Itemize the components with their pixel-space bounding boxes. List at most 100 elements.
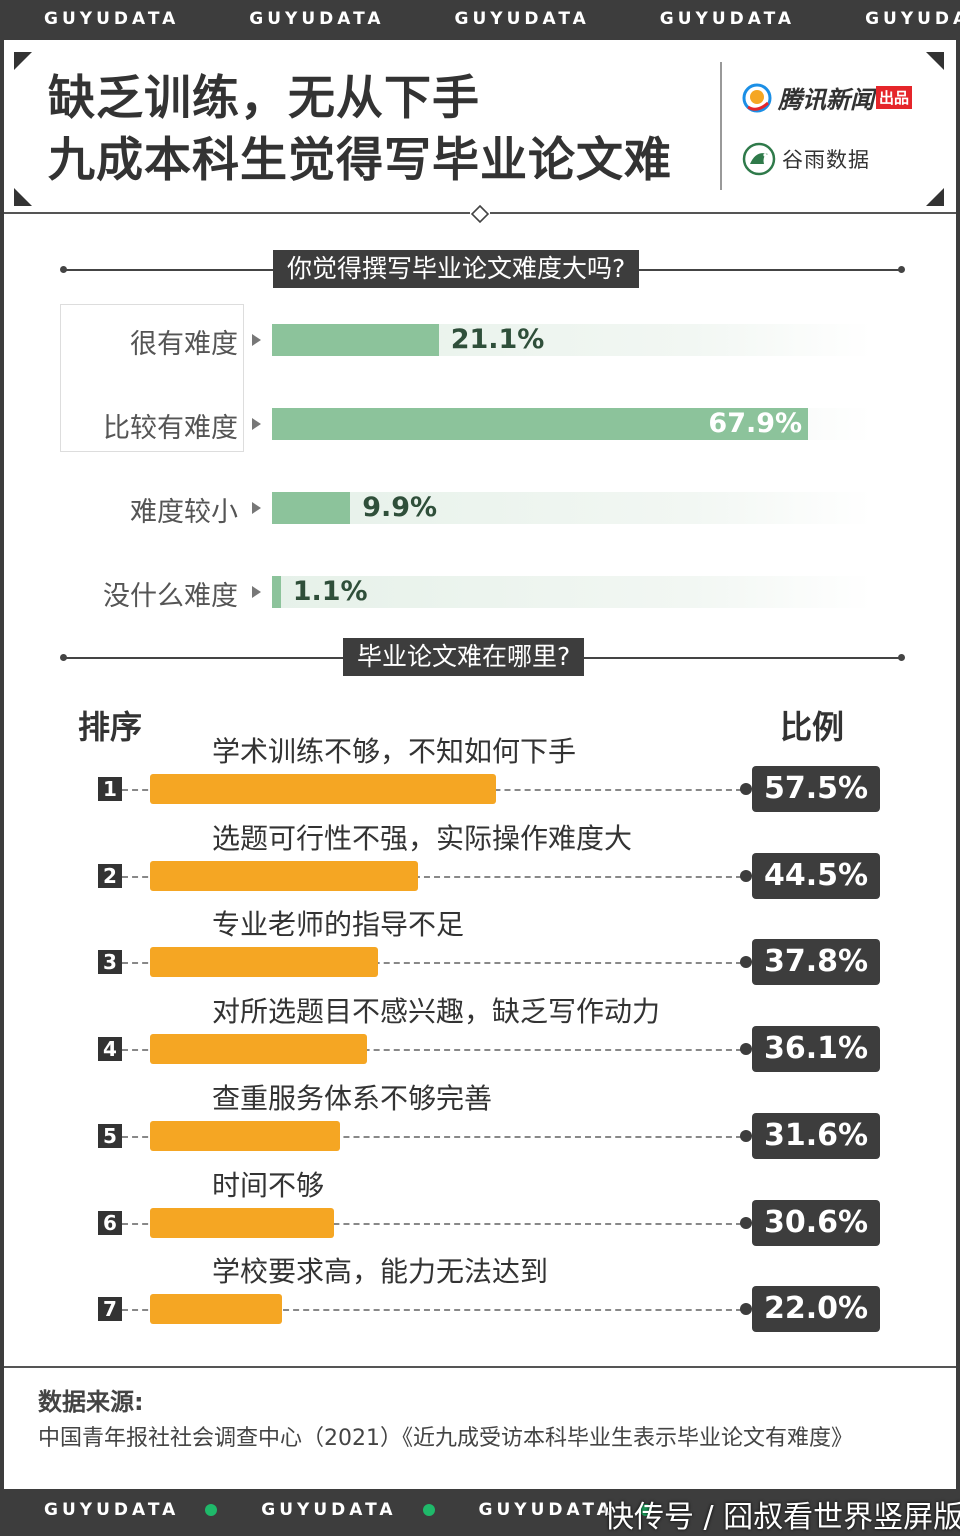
banner-word: GUYUDATA <box>659 9 796 29</box>
value-pill: 30.6% <box>752 1199 880 1246</box>
leader-line <box>122 962 742 965</box>
reason-label: 专业老师的指导不足 <box>212 908 465 942</box>
data-label: 67.9% <box>708 408 803 439</box>
page-title: 缺乏训练，无从下手 九成本科生觉得写毕业论文难 <box>48 68 672 192</box>
title-line-1: 缺乏训练，无从下手 <box>48 71 480 126</box>
category-label: 没什么难度 <box>103 581 238 612</box>
banner-dot-icon <box>422 1504 435 1516</box>
banner-word: GUYUDATA <box>865 9 960 29</box>
corner-mark-icon <box>926 188 944 206</box>
header-divider <box>720 62 722 190</box>
bar <box>150 860 418 891</box>
highlight-box <box>60 304 244 452</box>
section2-title: 毕业论文难在哪里? <box>343 638 585 676</box>
brand-tencent-news: 腾讯新闻 出品 <box>742 80 913 115</box>
footer-rule <box>4 1366 956 1368</box>
banner-word: GUYUDATA <box>478 1500 614 1520</box>
diamond-icon <box>470 204 490 224</box>
bar <box>272 324 439 356</box>
value-pill: 36.1% <box>752 1026 880 1073</box>
bar <box>150 774 497 804</box>
leader-line <box>122 875 742 878</box>
brand2-text: 谷雨数据 <box>782 148 870 172</box>
pill-dot-icon <box>740 1129 752 1142</box>
corner-mark-icon <box>14 188 32 206</box>
leader-line <box>122 1222 742 1225</box>
category-label: 难度较小 <box>130 497 238 528</box>
bar <box>150 947 378 978</box>
leader-line <box>122 1135 742 1138</box>
top-banner: GUYUDATA GUYUDATA GUYUDATA GUYUDATA GUYU… <box>0 0 960 38</box>
data-label: 21.1% <box>450 324 545 355</box>
section1-title: 你觉得撰写毕业论文难度大吗? <box>273 250 640 288</box>
pill-dot-icon <box>740 1303 752 1316</box>
reason-label: 查重服务体系不够完善 <box>212 1081 493 1115</box>
banner-word: GUYUDATA <box>249 9 385 29</box>
rank-badge: 3 <box>98 950 122 975</box>
category-label: 很有难度 <box>130 329 238 360</box>
value-pill: 22.0% <box>752 1286 880 1333</box>
value-pill: 57.5% <box>752 766 880 812</box>
pill-dot-icon <box>740 1043 752 1056</box>
rank-column-header: 排序 <box>78 708 143 746</box>
bar <box>150 1294 283 1325</box>
rank-badge: 5 <box>98 1123 122 1148</box>
pointer-icon <box>252 586 261 598</box>
rank-badge: 2 <box>98 863 122 888</box>
guyu-bird-logo-icon <box>742 142 776 176</box>
reason-label: 选题可行性不强，实际操作难度大 <box>212 821 633 855</box>
rule-dot-icon <box>60 266 67 273</box>
bar <box>272 576 281 608</box>
pill-dot-icon <box>740 783 752 795</box>
banner-word: GUYUDATA <box>454 9 590 29</box>
banner-word: GUYUDATA <box>44 1500 180 1520</box>
banner-word: GUYUDATA <box>261 1500 397 1520</box>
pill-dot-icon <box>740 956 752 969</box>
bar <box>150 1207 335 1238</box>
watermark: 快传号 / 囧叔看世界竖屏版 <box>604 1500 960 1535</box>
category-label: 比较有难度 <box>103 413 238 444</box>
brand-guyu-data: 谷雨数据 <box>742 142 870 176</box>
pointer-icon <box>252 502 261 514</box>
rank-badge: 7 <box>98 1297 122 1322</box>
reason-label: 学术训练不够，不知如何下手 <box>212 735 577 768</box>
pill-dot-icon <box>740 869 752 882</box>
data-label: 1.1% <box>292 576 368 607</box>
tencent-news-logo-icon <box>742 83 772 112</box>
pointer-icon <box>252 418 261 430</box>
bar <box>272 408 809 440</box>
banner-dot-icon <box>639 1504 652 1516</box>
rank-badge: 1 <box>98 777 122 801</box>
value-pill: 31.6% <box>752 1112 880 1159</box>
title-line-2: 九成本科生觉得写毕业论文难 <box>48 133 672 188</box>
bar-track <box>272 576 872 608</box>
source-heading: 数据来源: <box>38 1388 144 1416</box>
value-pill: 44.5% <box>752 852 880 899</box>
rank-badge: 4 <box>98 1037 122 1062</box>
infographic-card: 缺乏训练，无从下手 九成本科生觉得写毕业论文难 腾讯新闻 出品 谷雨数据 你觉得… <box>4 40 956 1489</box>
pill-dot-icon <box>740 1216 752 1229</box>
data-label: 9.9% <box>362 492 438 523</box>
source-text: 中国青年报社社会调查中心（2021）《近九成受访本科毕业生表示毕业论文有难度》 <box>38 1426 853 1451</box>
value-pill: 37.8% <box>752 939 880 986</box>
corner-mark-icon <box>926 52 944 70</box>
rule-dot-icon <box>898 266 905 273</box>
brand1-tag: 出品 <box>876 86 913 109</box>
rank-badge: 6 <box>98 1210 122 1235</box>
banner-dot-icon <box>205 1504 218 1516</box>
leader-line <box>122 1309 742 1312</box>
reason-label: 时间不够 <box>212 1168 325 1202</box>
rule-dot-icon <box>60 654 67 661</box>
leader-line <box>122 1049 742 1052</box>
bar <box>150 1120 341 1151</box>
bar-track <box>272 492 872 524</box>
bottom-banner: GUYUDATA GUYUDATA GUYUDATA <box>0 1491 960 1529</box>
pointer-icon <box>252 334 261 346</box>
bar <box>150 1034 368 1065</box>
reason-label: 学校要求高，能力无法达到 <box>212 1255 549 1289</box>
brand1-text: 腾讯新闻 <box>778 86 874 114</box>
bar <box>272 492 351 524</box>
banner-word: GUYUDATA <box>44 9 180 29</box>
ratio-column-header: 比例 <box>780 708 845 746</box>
corner-mark-icon <box>14 52 32 70</box>
